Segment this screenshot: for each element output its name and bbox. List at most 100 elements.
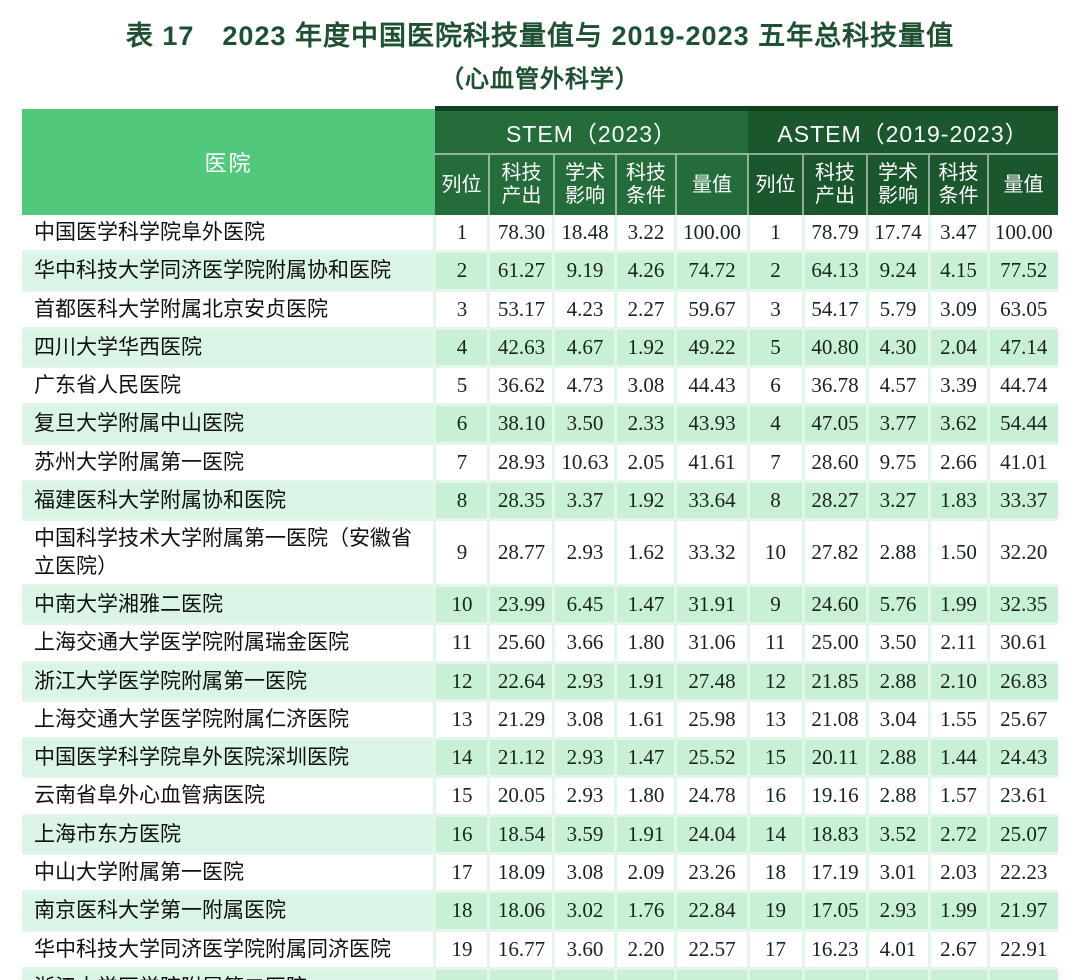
hospital-name: 华中科技大学同济医学院附属协和医院 bbox=[21, 251, 435, 292]
astem-value-cell: 30.61 bbox=[986, 623, 1059, 664]
stem-value-cell: 24.04 bbox=[674, 815, 749, 856]
astem-value-cell: 32.20 bbox=[986, 519, 1059, 587]
astem-condition-cell: 1.99 bbox=[927, 891, 989, 932]
astem-condition-cell: 2.11 bbox=[927, 623, 989, 664]
stem-condition-cell: 1.91 bbox=[614, 662, 676, 702]
astem-condition-cell: 3.62 bbox=[927, 404, 989, 445]
stem-influence-cell: 3.66 bbox=[552, 623, 616, 664]
stem-influence-cell: 9.19 bbox=[552, 251, 616, 292]
stem-influence-cell: 3.59 bbox=[552, 815, 616, 856]
astem-rank-cell: 6 bbox=[746, 366, 804, 407]
table-row: 复旦大学附属中山医院 6 38.10 3.50 2.33 43.93 4 47.… bbox=[21, 404, 1059, 445]
astem-condition-cell: 1.99 bbox=[927, 585, 989, 626]
table-title-line2: （心血管外科学） bbox=[440, 66, 640, 93]
astem-condition-cell: 1.44 bbox=[927, 738, 989, 779]
hospital-name: 上海市东方医院 bbox=[21, 815, 435, 856]
astem-influence-cell: 2.88 bbox=[865, 776, 930, 817]
stem-condition-cell: 1.80 bbox=[614, 623, 676, 664]
astem-value-cell: 47.14 bbox=[986, 328, 1059, 369]
hospital-name: 中山大学附属第一医院 bbox=[21, 853, 435, 894]
table-row: 上海市东方医院 16 18.54 3.59 1.91 24.04 14 18.8… bbox=[21, 815, 1059, 856]
astem-influence-cell: 2.88 bbox=[865, 738, 930, 779]
table-row: 华中科技大学同济医学院附属同济医院 19 16.77 3.60 2.20 22.… bbox=[21, 930, 1059, 970]
astem-rank-cell: 13 bbox=[746, 700, 804, 741]
astem-value-cell: 44.74 bbox=[986, 366, 1059, 407]
stem-condition-cell: 1.92 bbox=[614, 328, 676, 369]
stem-condition-cell: 1.47 bbox=[614, 738, 676, 779]
table-row: 中国医学科学院阜外医院深圳医院 14 21.12 2.93 1.47 25.52… bbox=[21, 738, 1059, 779]
table-row: 广东省人民医院 5 36.62 4.73 3.08 44.43 6 36.78 … bbox=[21, 366, 1059, 407]
hospital-name: 华中科技大学同济医学院附属同济医院 bbox=[21, 930, 435, 970]
stem-influence-cell: 18.48 bbox=[552, 215, 616, 254]
astem-influence-cell: 3.01 bbox=[865, 853, 930, 894]
stem-condition-cell: 3.22 bbox=[614, 215, 676, 254]
astem-condition-cell: 3.39 bbox=[927, 366, 989, 407]
astem-influence-cell: 9.24 bbox=[865, 251, 930, 292]
hospital-name: 浙江大学医学院附属第二医院 bbox=[21, 968, 435, 980]
astem-output-cell: 16.23 bbox=[801, 930, 868, 970]
astem-value-cell: 21.97 bbox=[986, 891, 1059, 932]
astem-rank-cell: 12 bbox=[746, 662, 804, 702]
astem-influence-cell: 4.01 bbox=[865, 930, 930, 970]
table-row: 云南省阜外心血管病医院 15 20.05 2.93 1.80 24.78 16 … bbox=[21, 776, 1059, 817]
astem-output-header: 科技 产出 bbox=[802, 153, 868, 215]
stem-output-header: 科技 产出 bbox=[487, 153, 554, 215]
astem-condition-cell: 2.72 bbox=[927, 815, 989, 856]
stem-influence-cell: 2.93 bbox=[552, 776, 616, 817]
stem-rank-cell: 17 bbox=[433, 853, 489, 894]
stem-value-cell: 23.26 bbox=[674, 853, 749, 894]
astem-rank-cell: 17 bbox=[746, 930, 804, 970]
stem-output-cell: 22.64 bbox=[487, 662, 554, 702]
table-body: 中国医学科学院阜外医院 1 78.30 18.48 3.22 100.00 1 … bbox=[21, 215, 1059, 980]
astem-influence-cell: 17.74 bbox=[865, 215, 930, 254]
stem-output-cell: 28.77 bbox=[487, 519, 554, 587]
stem-value-cell: 22.57 bbox=[674, 930, 749, 970]
stem-output-cell: 16.77 bbox=[487, 930, 554, 970]
astem-rank-cell: 10 bbox=[746, 519, 804, 587]
astem-influence-cell: 3.04 bbox=[865, 700, 930, 741]
stem-output-cell: 18.06 bbox=[487, 891, 554, 932]
stem-condition-cell: 2.20 bbox=[614, 930, 676, 970]
astem-value-cell: 63.05 bbox=[986, 290, 1059, 330]
astem-influence-cell: 9.75 bbox=[865, 443, 930, 484]
table-row: 浙江大学医学院附属第二医院 20 15.58 3.30 3.11 21.99 2… bbox=[21, 968, 1059, 980]
astem-condition-header: 科技 条件 bbox=[928, 153, 989, 215]
astem-value-cell: 25.67 bbox=[986, 700, 1059, 741]
hospital-name: 中国医学科学院阜外医院 bbox=[21, 215, 435, 254]
stem-condition-cell: 3.08 bbox=[614, 366, 676, 407]
table-row: 中山大学附属第一医院 17 18.09 3.08 2.09 23.26 18 1… bbox=[21, 853, 1059, 894]
astem-influence-cell: 2.88 bbox=[865, 519, 930, 587]
hospital-name: 上海交通大学医学院附属瑞金医院 bbox=[21, 623, 435, 664]
astem-value-header: 量值 bbox=[987, 153, 1059, 215]
stem-rank-header: 列位 bbox=[434, 153, 489, 215]
astem-value-cell: 22.23 bbox=[986, 853, 1059, 894]
stem-condition-cell: 1.61 bbox=[614, 700, 676, 741]
astem-influence-header: 学术 影响 bbox=[866, 153, 930, 215]
stem-influence-cell: 2.93 bbox=[552, 738, 616, 779]
stem-rank-cell: 19 bbox=[433, 930, 489, 970]
stem-value-cell: 24.78 bbox=[674, 776, 749, 817]
stem-rank-cell: 6 bbox=[433, 404, 489, 445]
hospital-name: 广东省人民医院 bbox=[21, 366, 435, 407]
stem-rank-cell: 15 bbox=[433, 776, 489, 817]
astem-influence-cell: 3.19 bbox=[865, 968, 930, 980]
astem-influence-cell: 5.76 bbox=[865, 585, 930, 626]
table-row: 中南大学湘雅二医院 10 23.99 6.45 1.47 31.91 9 24.… bbox=[21, 585, 1059, 626]
astem-condition-cell: 1.55 bbox=[927, 700, 989, 741]
stem-influence-cell: 2.93 bbox=[552, 662, 616, 702]
astem-rank-cell: 11 bbox=[746, 623, 804, 664]
hospital-name: 云南省阜外心血管病医院 bbox=[21, 776, 435, 817]
group-header-row: 医院 STEM（2023） ASTEM（2019-2023） bbox=[21, 106, 1059, 215]
astem-value-cell: 23.61 bbox=[986, 776, 1059, 817]
astem-output-cell: 64.13 bbox=[801, 251, 868, 292]
table-row: 苏州大学附属第一医院 7 28.93 10.63 2.05 41.61 7 28… bbox=[21, 443, 1059, 484]
hospital-name: 上海交通大学医学院附属仁济医院 bbox=[21, 700, 435, 741]
stem-output-cell: 25.60 bbox=[487, 623, 554, 664]
astem-influence-cell: 4.57 bbox=[865, 366, 930, 407]
astem-rank-cell: 9 bbox=[746, 585, 804, 626]
hospital-name: 福建医科大学附属协和医院 bbox=[21, 481, 435, 522]
astem-value-cell: 100.00 bbox=[986, 215, 1059, 254]
stem-influence-cell: 3.30 bbox=[552, 968, 616, 980]
stem-influence-cell: 4.73 bbox=[552, 366, 616, 407]
